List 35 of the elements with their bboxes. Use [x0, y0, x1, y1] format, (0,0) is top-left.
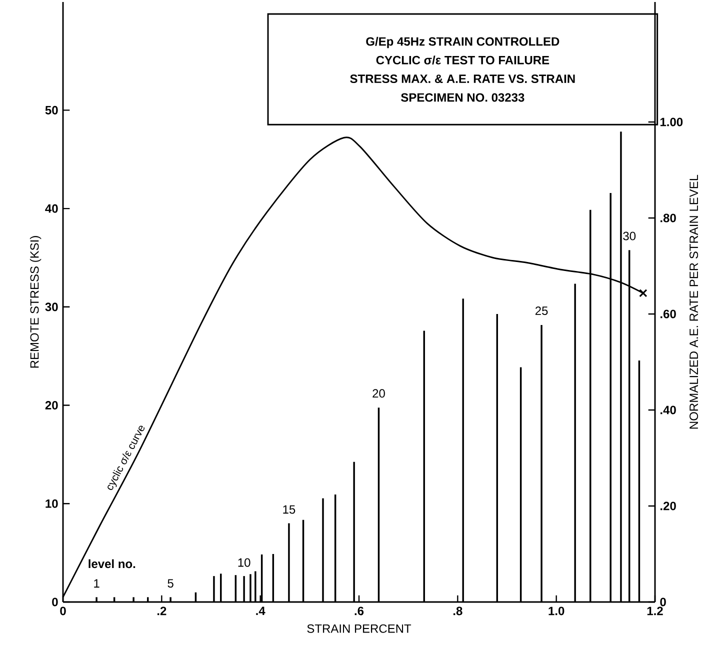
annotation: 30 [623, 232, 636, 240]
y2-tick-label: .20 [660, 502, 676, 510]
annotation: STRESS MAX. & A.E. RATE VS. STRAIN [350, 74, 575, 84]
annotation: 20 [372, 389, 385, 398]
x-tick-label: .2 [157, 606, 166, 616]
y-tick-label: 0 [52, 598, 58, 606]
y-tick-label: 20 [45, 401, 58, 410]
x-tick-label: .8 [453, 606, 462, 616]
x-tick-label: 0 [60, 606, 66, 616]
y-axis-title: REMOTE STRESS (KSI) [30, 236, 42, 368]
x-axis-title: STRAIN PERCENT [307, 624, 412, 633]
annotation: SPECIMEN NO. 03233 [401, 93, 524, 102]
text: cyclic σ/ε curve [108, 426, 145, 490]
x-tick-label: 1.2 [647, 606, 663, 616]
y2-tick-label: 1.00 [660, 118, 683, 126]
annotation: 1 [94, 579, 100, 588]
annotation: 5 [168, 579, 174, 588]
y-tick-label: 30 [45, 302, 58, 312]
x-tick-label: .4 [256, 606, 266, 615]
x-tick-label: 1.0 [548, 606, 564, 616]
annotation: level no. [88, 559, 136, 568]
annotation: 10 [238, 558, 250, 567]
y-tick-label: 40 [45, 204, 58, 213]
text: CYCLIC σ/ε TEST TO FAILURE [376, 56, 550, 64]
y2-tick-label: .80 [660, 214, 676, 222]
y2-tick-label: .60 [660, 310, 676, 318]
x-tick-label: .6 [354, 606, 364, 616]
y-tick-label: 50 [45, 106, 58, 114]
y-tick-label: 10 [46, 499, 58, 508]
text: G/Ep 45Hz STRAIN CONTROLLED [366, 36, 560, 48]
annotation: 25 [535, 306, 548, 316]
annotation: 15 [283, 505, 296, 514]
y2-axis-title: NORMALIZED A.E. RATE PER STRAIN LEVEL [690, 174, 698, 429]
y2-tick-label: 0 [660, 598, 666, 606]
y2-tick-label: .40 [660, 406, 676, 414]
